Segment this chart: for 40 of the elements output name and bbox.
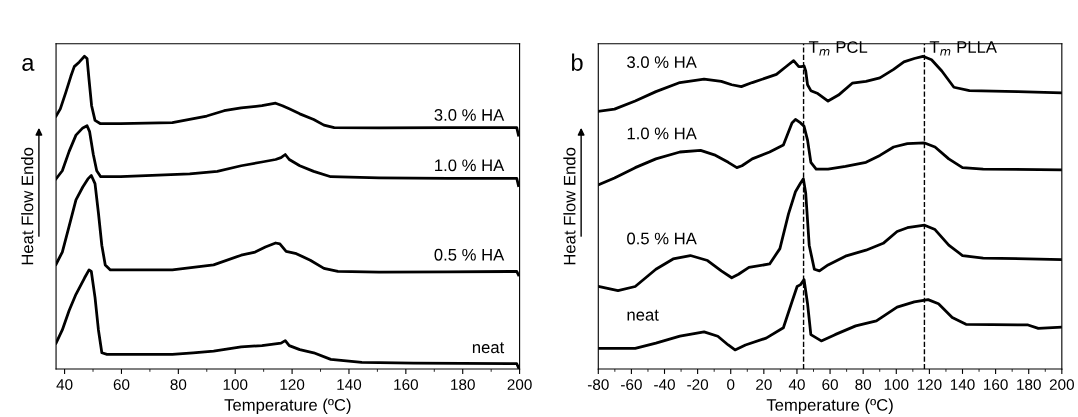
x-tick-label: 140 xyxy=(337,379,362,390)
ref-line-label: T$_{m}$ PLLA xyxy=(929,41,997,56)
x-tick-label: 20 xyxy=(756,379,772,390)
x-tick-label: 40 xyxy=(788,379,805,390)
chart-title: a xyxy=(22,57,35,71)
series-label: 3.0 % HA xyxy=(434,109,505,121)
x-axis-title: Temperature (ºC) xyxy=(224,398,351,415)
x-tick-label: 100 xyxy=(223,379,248,390)
x-tick-label: 200 xyxy=(1049,379,1074,390)
x-tick-label: 140 xyxy=(950,379,975,390)
x-tick-label: 0 xyxy=(727,379,735,390)
x-tick-label: 120 xyxy=(280,379,305,390)
series-label: 0.5 % HA xyxy=(434,248,505,261)
x-tick-label: -80 xyxy=(587,379,609,390)
x-tick-label: 200 xyxy=(507,379,532,390)
x-tick-label: 60 xyxy=(113,379,130,390)
chart-title: b xyxy=(572,53,583,71)
ref-line-label: T$_{m}$ PCL xyxy=(808,41,868,56)
x-tick-label: 160 xyxy=(394,379,418,390)
x-tick-label: 120 xyxy=(917,379,942,390)
series-label: 1.0 % HA xyxy=(435,159,505,172)
x-tick-label: 160 xyxy=(984,379,1008,390)
x-axis-title: Temperature (ºC) xyxy=(766,398,893,415)
y-axis-title: Heat Flow Endo xyxy=(563,147,576,265)
y-axis-title: Heat Flow Endo xyxy=(21,147,34,265)
x-tick-label: -60 xyxy=(621,379,642,390)
x-tick-label: 80 xyxy=(170,379,187,390)
series-label: neat xyxy=(627,309,659,321)
x-tick-label: -20 xyxy=(687,379,709,390)
x-tick-label: 180 xyxy=(451,379,475,390)
series-label: 1.0 % HA xyxy=(627,127,697,140)
series-label: 0.5 % HA xyxy=(627,232,697,245)
series-label: neat xyxy=(472,342,505,354)
x-tick-label: 180 xyxy=(1017,379,1041,390)
x-tick-label: 40 xyxy=(56,379,73,390)
x-tick-label: 100 xyxy=(884,379,909,390)
x-tick-label: 60 xyxy=(822,379,838,390)
series-label: 3.0 % HA xyxy=(627,56,697,69)
x-tick-label: 80 xyxy=(855,379,872,390)
x-tick-label: -40 xyxy=(654,379,675,390)
